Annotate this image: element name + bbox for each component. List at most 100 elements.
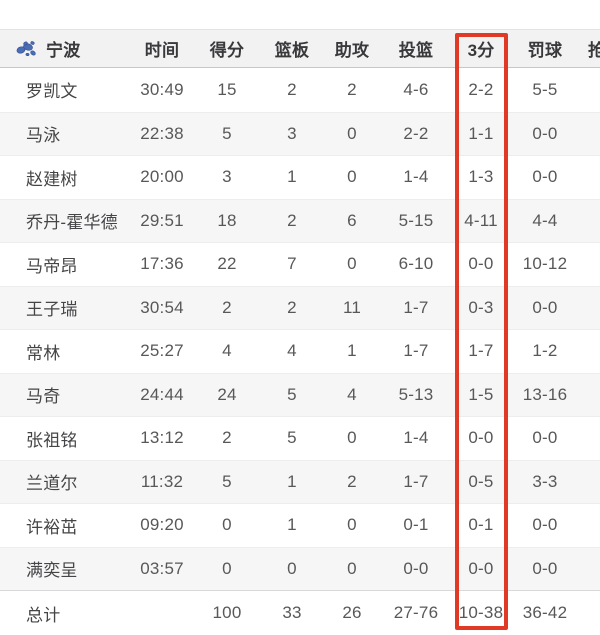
stat-assists: 0 [347,515,357,535]
player-name: 张祖铭 [26,430,78,450]
stat-fg: 1-4 [403,428,429,448]
stat-fg: 1-4 [403,167,429,187]
player-name: 常林 [26,343,61,363]
column-header-assists: 助攻 [334,41,370,60]
stat-fg: 5-13 [398,384,434,404]
stat-fg: 2-2 [403,123,429,143]
stat-rebounds: 1 [287,515,297,535]
stat-assists: 6 [347,210,357,230]
player-name: 罗凯文 [26,82,78,102]
stat-fg: 1-7 [403,471,429,491]
stat-assists: 4 [347,384,357,404]
column-header-points: 得分 [209,41,245,60]
stat-threes: 2-2 [468,79,494,99]
stat-threes: 0-5 [468,471,494,491]
totals-ft: 36-42 [522,603,568,622]
player-row: 马帝昂 17:36 22 7 0 6-10 0-0 10-12 [0,242,600,286]
stat-time: 11:32 [140,471,184,491]
totals-points: 100 [212,603,242,622]
stat-time: 17:36 [140,254,184,274]
player-row: 常林 25:27 4 4 1 1-7 1-7 1-2 [0,329,600,373]
stat-rebounds: 5 [287,428,297,448]
player-name: 马帝昂 [26,256,78,276]
stat-fg: 5-15 [398,210,434,230]
stat-ft: 4-4 [532,210,558,230]
stat-points: 3 [222,167,232,187]
stats-table: 宁波 时间 得分 篮板 助攻 投篮 3分 罚球 抢 罗凯文 30:49 15 2 2 4-… [0,29,600,635]
stat-threes: 0-0 [468,558,494,578]
stat-ft: 13-16 [522,384,568,404]
stat-ft: 0-0 [532,123,558,143]
stat-ft: 0-0 [532,515,558,535]
top-margin [0,0,600,29]
player-row: 乔丹-霍华德 29:51 18 2 6 5-15 4-11 4-4 [0,198,600,242]
stat-points: 15 [217,79,237,99]
stat-fg: 1-7 [403,341,429,361]
stat-ft: 1-2 [532,341,558,361]
stat-ft: 0-0 [532,558,558,578]
column-header-rebounds: 篮板 [274,41,310,60]
stat-points: 24 [217,384,237,404]
stat-threes: 1-5 [468,384,494,404]
team-name: 宁波 [46,41,81,60]
stat-assists: 0 [347,558,357,578]
stat-rebounds: 4 [287,341,297,361]
stat-assists: 0 [347,123,357,143]
stat-points: 5 [222,123,232,143]
stat-time: 03:57 [140,558,184,578]
player-name: 赵建树 [26,169,78,189]
stat-threes: 1-7 [468,341,494,361]
stat-threes: 0-0 [468,254,494,274]
stat-rebounds: 1 [287,471,297,491]
stat-fg: 0-0 [403,558,429,578]
player-name: 乔丹-霍华德 [26,213,118,233]
stat-fg: 4-6 [403,79,429,99]
stat-points: 2 [222,428,232,448]
player-row: 张祖铭 13:12 2 5 0 1-4 0-0 0-0 [0,416,600,460]
player-name: 王子瑞 [26,300,78,320]
stat-assists: 0 [347,428,357,448]
player-name: 马泳 [26,126,61,146]
stat-rebounds: 2 [287,210,297,230]
stat-assists: 2 [347,79,357,99]
stat-assists: 2 [347,471,357,491]
totals-fg: 27-76 [393,603,439,622]
player-name: 兰道尔 [26,474,78,494]
stat-points: 0 [222,558,232,578]
team-header-cell: 宁波 [0,36,132,61]
totals-row: 总计 100 33 26 27-76 10-38 36-42 [0,590,600,635]
stat-time: 30:54 [140,297,184,317]
player-row: 许裕茁 09:20 0 1 0 0-1 0-1 0-0 [0,503,600,547]
stat-threes: 1-1 [468,123,494,143]
stat-points: 4 [222,341,232,361]
stat-rebounds: 3 [287,123,297,143]
player-row: 兰道尔 11:32 5 1 2 1-7 0-5 3-3 [0,459,600,503]
player-row: 王子瑞 30:54 2 2 11 1-7 0-3 0-0 [0,285,600,329]
stat-ft: 0-0 [532,167,558,187]
stat-time: 22:38 [140,123,184,143]
stat-rebounds: 5 [287,384,297,404]
stat-points: 5 [222,471,232,491]
stat-time: 09:20 [140,515,184,535]
stat-ft: 0-0 [532,297,558,317]
stat-fg: 1-7 [403,297,429,317]
player-name: 马奇 [26,387,61,407]
stat-points: 2 [222,297,232,317]
stat-ft: 0-0 [532,428,558,448]
stat-threes: 0-0 [468,428,494,448]
stat-ft: 10-12 [522,254,568,274]
stat-assists: 0 [347,167,357,187]
stat-rebounds: 7 [287,254,297,274]
stat-fg: 0-1 [403,515,429,535]
column-header-ft: 罚球 [527,41,563,60]
stat-assists: 1 [347,341,357,361]
table-header-row: 宁波 时间 得分 篮板 助攻 投篮 3分 罚球 抢 [0,29,600,68]
stat-points: 22 [217,254,237,274]
stat-threes: 4-11 [464,210,498,230]
stat-threes: 1-3 [468,167,494,187]
stat-rebounds: 2 [287,297,297,317]
player-name: 满奕呈 [26,561,78,581]
stat-ft: 3-3 [532,471,558,491]
column-header-clipped: 抢 [588,41,600,60]
stat-rebounds: 1 [287,167,297,187]
